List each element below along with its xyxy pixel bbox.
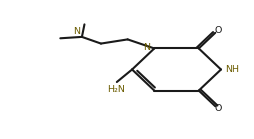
Text: NH: NH [226,65,240,74]
Text: O: O [214,26,222,35]
Text: N: N [143,43,150,52]
Text: O: O [214,104,222,113]
Text: H₂N: H₂N [107,85,124,94]
Text: N: N [73,27,80,36]
